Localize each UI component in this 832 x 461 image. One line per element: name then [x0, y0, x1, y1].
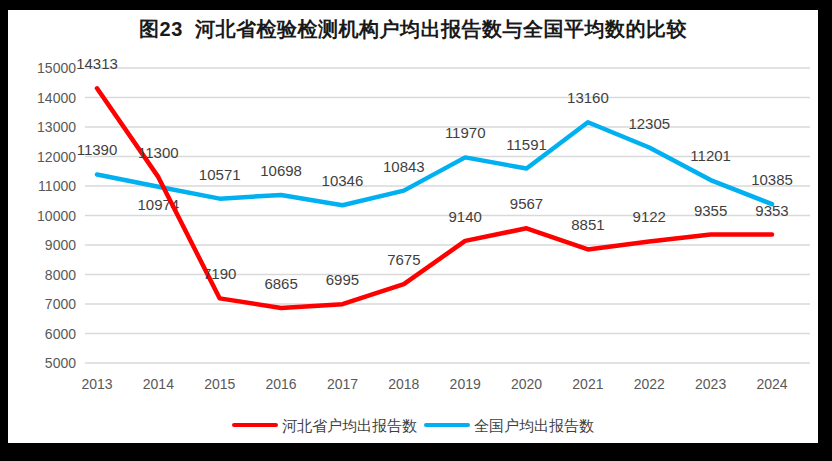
y-axis-tick-label: 15000 [37, 60, 76, 76]
data-label-hebei: 8851 [571, 216, 604, 233]
y-axis-tick-label: 13000 [37, 119, 76, 135]
x-axis-tick-label: 2016 [266, 376, 297, 392]
x-axis-tick-label: 2020 [511, 376, 542, 392]
data-label-hebei: 6865 [264, 275, 297, 292]
data-label-national: 10571 [199, 166, 241, 183]
data-label-hebei: 7675 [387, 251, 420, 268]
data-label-national: 11201 [690, 147, 731, 164]
x-axis-tick-label: 2017 [327, 376, 358, 392]
data-label-hebei: 14313 [76, 55, 118, 72]
x-axis-tick-label: 2015 [204, 376, 235, 392]
y-axis-tick-label: 10000 [37, 208, 76, 224]
national-line-swatch [424, 423, 470, 428]
y-axis-tick-label: 9000 [45, 237, 76, 253]
x-axis-tick-label: 2018 [388, 376, 419, 392]
series-line-national [97, 122, 772, 205]
x-axis-tick-label: 2013 [81, 376, 112, 392]
data-label-national: 11970 [445, 124, 486, 141]
chart-figure: 图23 河北省检验检测机构户均出报告数与全国平均数的比较 50006000700… [0, 0, 832, 461]
data-label-national: 11390 [77, 141, 118, 158]
y-axis-tick-label: 8000 [45, 267, 76, 283]
data-label-national: 10843 [383, 158, 425, 175]
x-axis-tick-label: 2023 [695, 376, 726, 392]
data-label-national: 11591 [506, 136, 547, 153]
data-label-national: 10346 [322, 172, 364, 189]
data-label-hebei: 11300 [138, 144, 179, 161]
y-axis-tick-label: 6000 [45, 326, 76, 342]
line-chart-plot-area: 5000 6000 7000 8000 9000 10000 11000 12000 13000… [0, 0, 832, 461]
legend: 河北省户均出报告数 全国户均出报告数 [8, 412, 818, 438]
x-axis-tick-label: 2019 [450, 376, 481, 392]
y-axis-tick-label: 14000 [37, 90, 76, 106]
data-label-hebei: 9353 [755, 202, 788, 219]
legend-label-national: 全国户均出报告数 [474, 418, 594, 433]
data-label-national: 12305 [628, 115, 670, 132]
y-axis-tick-label: 11000 [38, 178, 76, 194]
x-axis-tick-label: 2014 [143, 376, 174, 392]
legend-item-national: 全国户均出报告数 [424, 418, 594, 433]
data-label-hebei: 7190 [203, 265, 236, 282]
hebei-line-swatch [232, 423, 278, 428]
data-label-hebei: 9567 [510, 195, 543, 212]
y-axis-tick-label: 12000 [37, 149, 76, 165]
data-label-hebei: 9122 [633, 208, 666, 225]
data-label-national: 10385 [751, 171, 793, 188]
y-axis-tick-label: 5000 [45, 355, 76, 371]
legend-label-hebei: 河北省户均出报告数 [282, 418, 417, 433]
y-axis-tick-label: 7000 [45, 296, 76, 312]
x-axis-tick-label: 2022 [634, 376, 665, 392]
data-label-hebei: 9355 [694, 202, 727, 219]
legend-item-hebei: 河北省户均出报告数 [232, 418, 417, 433]
x-axis-tick-label: 2024 [756, 376, 787, 392]
data-label-national: 10698 [260, 162, 302, 179]
data-label-national: 13160 [567, 89, 609, 106]
data-label-hebei: 6995 [326, 271, 359, 288]
data-label-hebei: 9140 [448, 208, 481, 225]
x-axis-tick-label: 2021 [572, 376, 603, 392]
